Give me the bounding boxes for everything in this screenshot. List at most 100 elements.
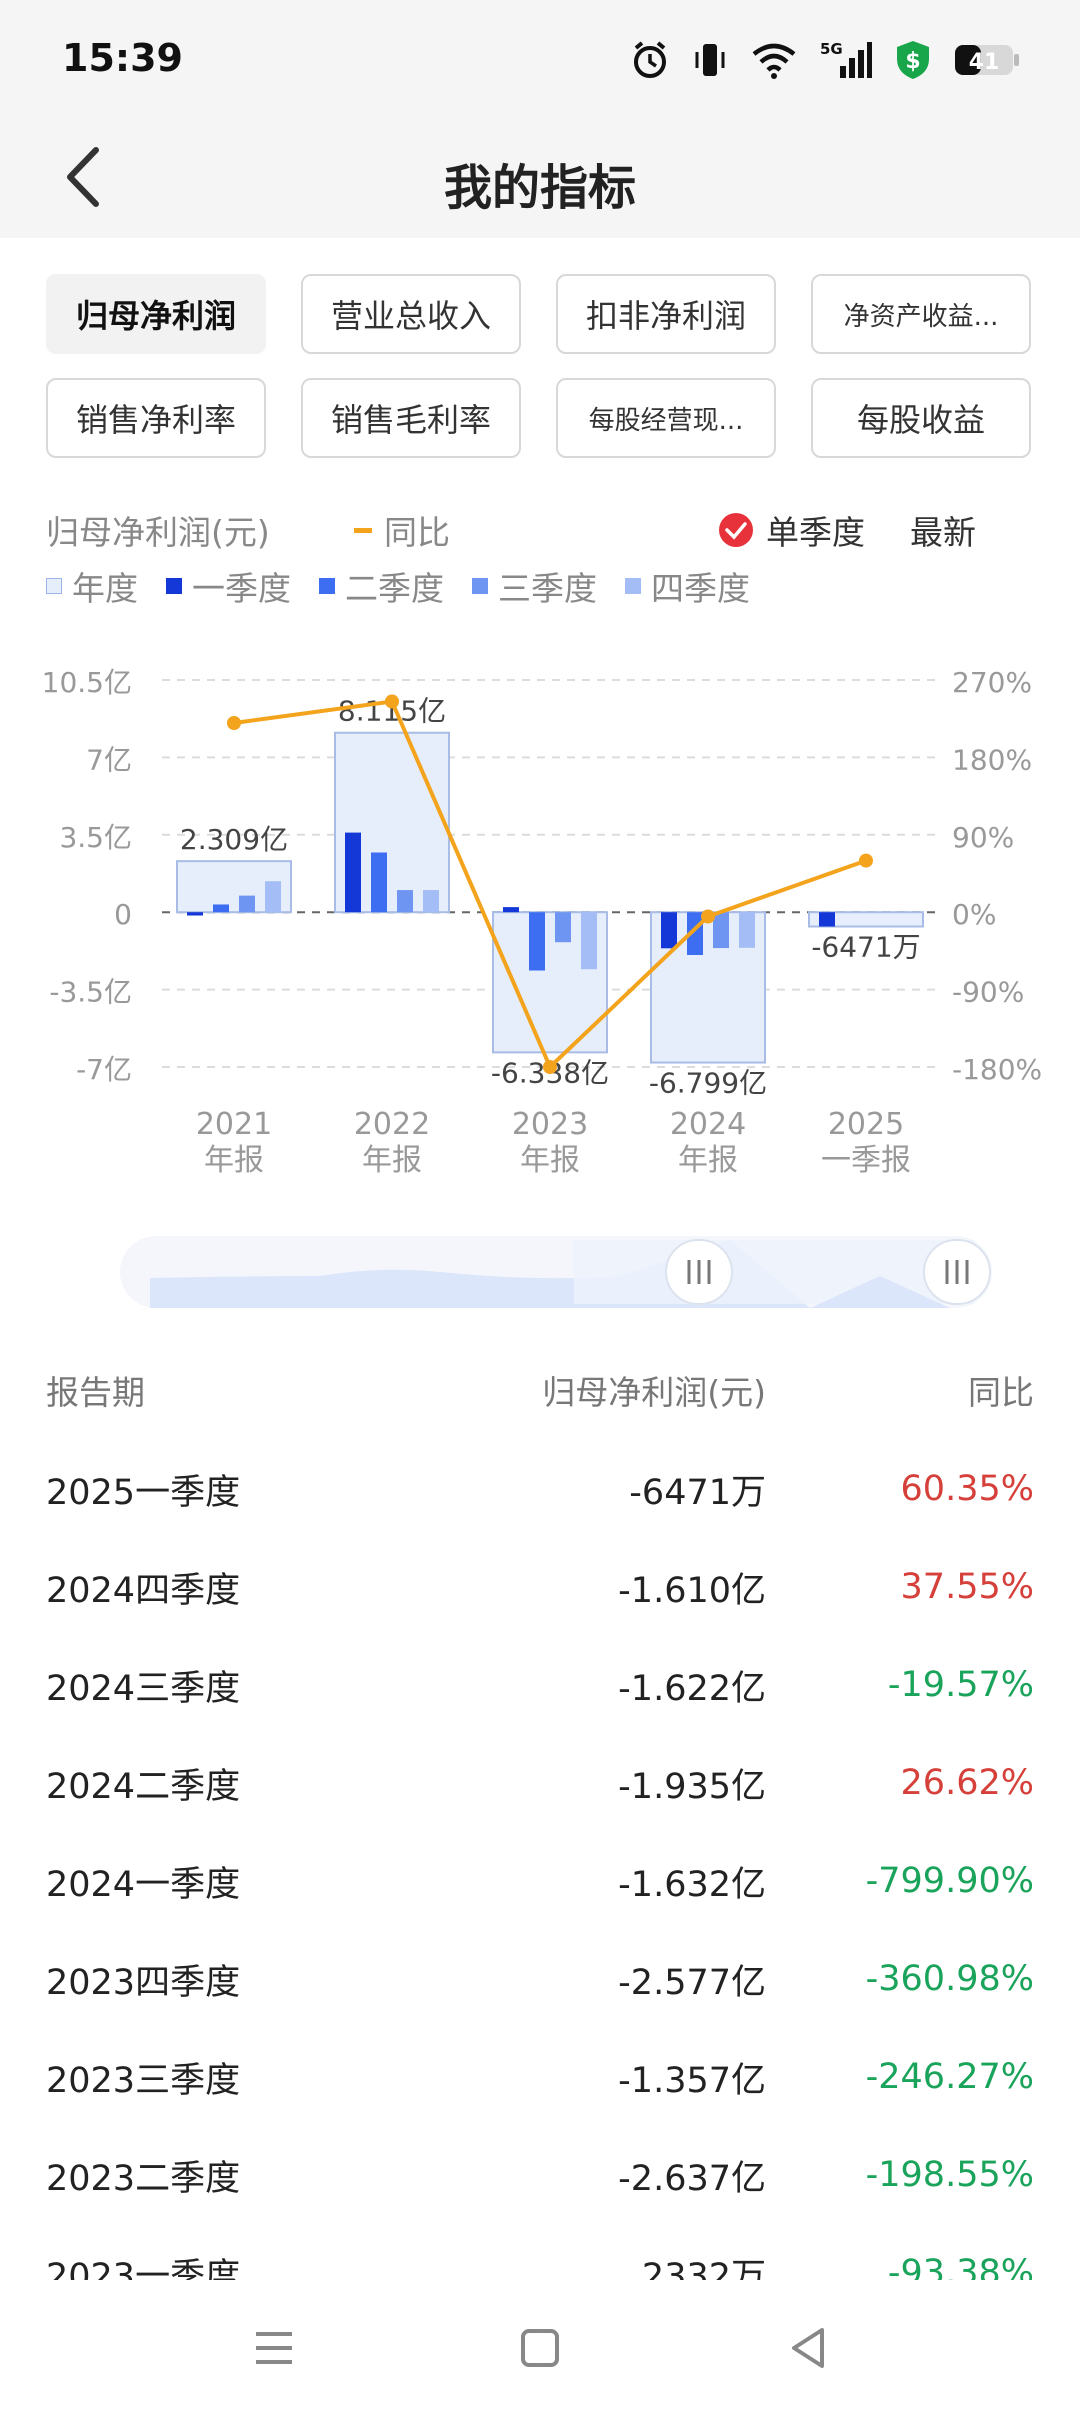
row-period: 2023一季度 [46,2256,241,2281]
status-time: 15:39 [62,36,183,80]
range-slider[interactable] [120,1236,992,1308]
table-row[interactable]: 2024二季度 -1.935亿 26.62% [46,1734,1034,1832]
table-row[interactable]: 2023一季度 2332万 -93.38% [46,2224,1034,2280]
slider-handle-right[interactable] [923,1239,991,1305]
single-quarter-label: 单季度 [766,513,865,552]
status-bar: 15:39 5G $ [0,0,1080,120]
legend-annual-label: 年度 [72,569,138,608]
left-axis-tick: -7亿 [76,1053,132,1086]
row-period: 2023二季度 [46,2158,241,2199]
row-value: -6471万 [629,1472,766,1513]
profit-chart[interactable]: 10.5亿 270% 7亿 180% 3.5亿 90% 0 0% -3.5亿 -90% -7亿 -18… [0,640,1080,1200]
chip-net-profit[interactable]: 归母净利润 [46,274,266,354]
legend-q4[interactable]: 四季度 [625,562,750,610]
row-yoy: -198.55% [865,2155,1034,2195]
table-row[interactable]: 2023二季度 -2.637亿 -198.55% [46,2126,1034,2224]
row-yoy: 37.55% [900,1567,1034,1607]
chip-adjusted-net-profit[interactable]: 扣非净利润 [556,274,776,354]
chip-total-revenue[interactable]: 营业总收入 [301,274,521,354]
x-axis-tick-type: 年报 [678,1143,738,1178]
row-period: 2024三季度 [46,1668,241,1709]
header-yoy: 同比 [968,1373,1034,1412]
quarter-bar [213,904,229,913]
back-arrow-icon[interactable] [56,142,116,212]
cellular-5g-icon: 5G [820,40,872,78]
header-value: 归母净利润(元) [542,1373,766,1412]
row-yoy: -19.57% [887,1665,1034,1705]
metric-chips: 归母净利润 营业总收入 扣非净利润 净资产收益... 销售净利率 销售毛利率 每… [46,274,1036,458]
row-value: -2.577亿 [618,1962,766,2003]
chip-operating-cash-per-share[interactable]: 每股经营现... [556,378,776,458]
annual-data-label: -6.799亿 [649,1067,767,1100]
right-axis-tick: 180% [952,743,1032,776]
table-row[interactable]: 2023四季度 -2.577亿 -360.98% [46,1930,1034,2028]
x-axis-tick-year: 2025 [828,1107,904,1142]
legend-annual[interactable]: 年度 [46,562,138,610]
yoy-point [543,1060,557,1074]
table-row[interactable]: 2025一季度 -6471万 60.35% [46,1440,1034,1538]
header-period: 报告期 [46,1373,145,1412]
quarter-bar [713,912,729,949]
menu-icon[interactable] [244,2318,304,2378]
back-nav-icon[interactable] [778,2318,838,2378]
row-value: -1.610亿 [618,1570,766,1611]
row-value: -1.935亿 [618,1766,766,1807]
right-axis-tick: -90% [952,976,1024,1009]
quarter-bar [265,881,281,913]
legend-q1-label: 一季度 [192,569,291,608]
quarter-bar [239,895,255,913]
chip-net-margin[interactable]: 销售净利率 [46,378,266,458]
legend-q1[interactable]: 一季度 [166,562,291,610]
quarter-bar [661,912,677,949]
table-row[interactable]: 2024三季度 -1.622亿 -19.57% [46,1636,1034,1734]
row-period: 2023三季度 [46,2060,241,2101]
slider-handle-left[interactable] [665,1239,733,1305]
x-axis-tick-type: 年报 [362,1143,422,1178]
q1-swatch [166,578,182,594]
left-axis-tick: 7亿 [86,743,132,776]
page-title: 我的指标 [443,160,636,216]
x-axis-tick-type: 年报 [204,1143,264,1178]
row-yoy: -799.90% [865,1861,1034,1901]
table-row[interactable]: 2023三季度 -1.357亿 -246.27% [46,2028,1034,2126]
table-header: 报告期 归母净利润(元) 同比 [46,1340,1034,1440]
row-value: -1.632亿 [618,1864,766,1905]
svg-text:5G: 5G [820,40,843,58]
legend-q3[interactable]: 三季度 [472,562,597,610]
check-circle-icon [719,513,753,547]
latest-button[interactable]: 最新 [910,513,976,552]
row-value: -1.622亿 [618,1668,766,1709]
nav-bar: 我的指标 [0,120,1080,238]
q4-swatch [625,578,641,594]
table-row[interactable]: 2024四季度 -1.610亿 37.55% [46,1538,1034,1636]
single-quarter-toggle[interactable]: 单季度 [718,506,865,554]
yoy-line-swatch [354,527,372,533]
legend-q2[interactable]: 二季度 [319,562,444,610]
left-axis-tick: 10.5亿 [42,666,132,699]
annual-data-label: 2.309亿 [180,823,288,856]
quarter-bar [371,852,387,913]
yoy-point [385,694,399,709]
legend-yoy: 同比 [354,506,450,554]
chip-eps[interactable]: 每股收益 [811,378,1031,458]
yoy-point [859,853,873,868]
row-yoy: -360.98% [865,1959,1034,1999]
right-axis-tick: 270% [952,666,1032,699]
chip-roe[interactable]: 净资产收益... [811,274,1031,354]
left-axis-tick: 3.5亿 [59,821,132,854]
alarm-icon [634,41,666,78]
top-area [0,0,1080,238]
row-period: 2024四季度 [46,1570,241,1611]
quarter-bar [397,890,413,913]
left-axis-tick: 0 [114,898,132,931]
quarter-bar [555,912,571,943]
x-axis-tick-year: 2021 [196,1107,272,1142]
q2-swatch [319,578,335,594]
yoy-point [227,716,241,730]
vibrate-icon [695,44,725,76]
home-icon[interactable] [510,2318,570,2378]
quarter-bar [187,912,203,916]
row-yoy: 26.62% [900,1763,1034,1803]
table-row[interactable]: 2024一季度 -1.632亿 -799.90% [46,1832,1034,1930]
chip-gross-margin[interactable]: 销售毛利率 [301,378,521,458]
